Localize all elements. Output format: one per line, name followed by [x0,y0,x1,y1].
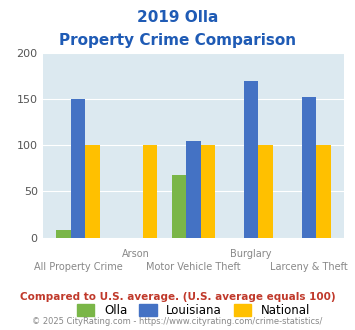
Text: All Property Crime: All Property Crime [34,262,122,272]
Bar [244,81,258,238]
Bar [143,145,157,238]
Bar [201,145,215,238]
Bar [71,99,85,238]
Bar [186,141,201,238]
Text: © 2025 CityRating.com - https://www.cityrating.com/crime-statistics/: © 2025 CityRating.com - https://www.city… [32,317,323,326]
Text: Arson: Arson [122,249,150,259]
Text: 2019 Olla: 2019 Olla [137,10,218,25]
Bar [302,97,316,238]
Text: Burglary: Burglary [230,249,272,259]
Bar [172,175,186,238]
Legend: Olla, Louisiana, National: Olla, Louisiana, National [72,299,315,321]
Bar [316,145,331,238]
Bar [56,230,71,238]
Bar [85,145,100,238]
Bar [258,145,273,238]
Text: Compared to U.S. average. (U.S. average equals 100): Compared to U.S. average. (U.S. average … [20,292,335,302]
Text: Property Crime Comparison: Property Crime Comparison [59,33,296,48]
Text: Larceny & Theft: Larceny & Theft [270,262,348,272]
Text: Motor Vehicle Theft: Motor Vehicle Theft [146,262,241,272]
